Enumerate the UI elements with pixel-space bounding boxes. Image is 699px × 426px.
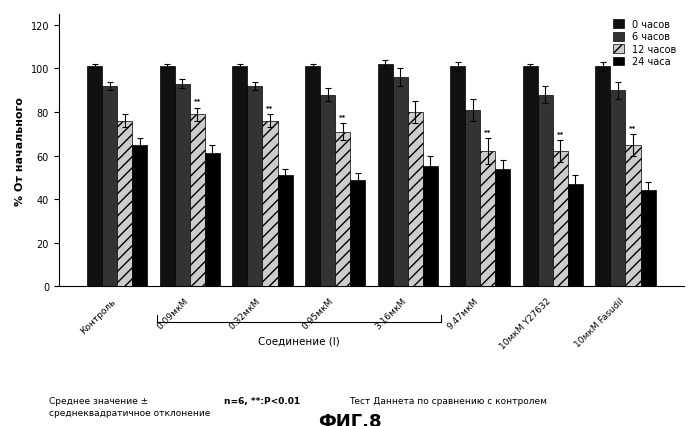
Bar — [132, 145, 147, 287]
Text: среднеквадратичное отклонение: среднеквадратичное отклонение — [49, 409, 210, 417]
Bar — [450, 67, 466, 287]
Bar — [247, 86, 263, 287]
Bar — [408, 113, 423, 287]
Bar — [568, 184, 583, 287]
Bar — [305, 67, 320, 287]
Bar — [496, 169, 510, 287]
Bar — [377, 65, 393, 287]
Bar — [263, 121, 278, 287]
Bar — [393, 78, 408, 287]
Text: Соединение (I): Соединение (I) — [258, 336, 340, 345]
Bar — [87, 67, 102, 287]
Bar — [423, 167, 438, 287]
Bar — [102, 86, 117, 287]
Text: **: ** — [266, 106, 273, 112]
Text: **: ** — [557, 132, 564, 138]
Bar — [175, 84, 190, 287]
Bar — [640, 191, 656, 287]
Bar — [205, 154, 220, 287]
Bar — [626, 145, 640, 287]
Bar — [278, 176, 293, 287]
Bar — [190, 115, 205, 287]
Bar — [480, 152, 496, 287]
Bar — [160, 67, 175, 287]
Text: ФИГ.8: ФИГ.8 — [317, 412, 382, 426]
Text: **: ** — [629, 125, 637, 131]
Y-axis label: % От начального: % От начального — [15, 97, 25, 205]
Bar — [523, 67, 538, 287]
Bar — [350, 180, 365, 287]
Legend: 0 часов, 6 часов, 12 часов, 24 часа: 0 часов, 6 часов, 12 часов, 24 часа — [610, 17, 679, 70]
Bar — [335, 132, 350, 287]
Text: Среднее значение ±: Среднее значение ± — [49, 396, 148, 405]
Bar — [553, 152, 568, 287]
Text: **: ** — [484, 130, 491, 135]
Bar — [232, 67, 247, 287]
Bar — [610, 91, 626, 287]
Text: **: ** — [339, 115, 346, 121]
Bar — [117, 121, 132, 287]
Text: n=6, **:P<0.01: n=6, **:P<0.01 — [224, 396, 300, 405]
Text: Тест Даннета по сравнению с контролем: Тест Даннета по сравнению с контролем — [350, 396, 547, 405]
Bar — [466, 111, 480, 287]
Bar — [596, 67, 610, 287]
Text: **: ** — [194, 99, 201, 105]
Bar — [320, 95, 335, 287]
Bar — [538, 95, 553, 287]
